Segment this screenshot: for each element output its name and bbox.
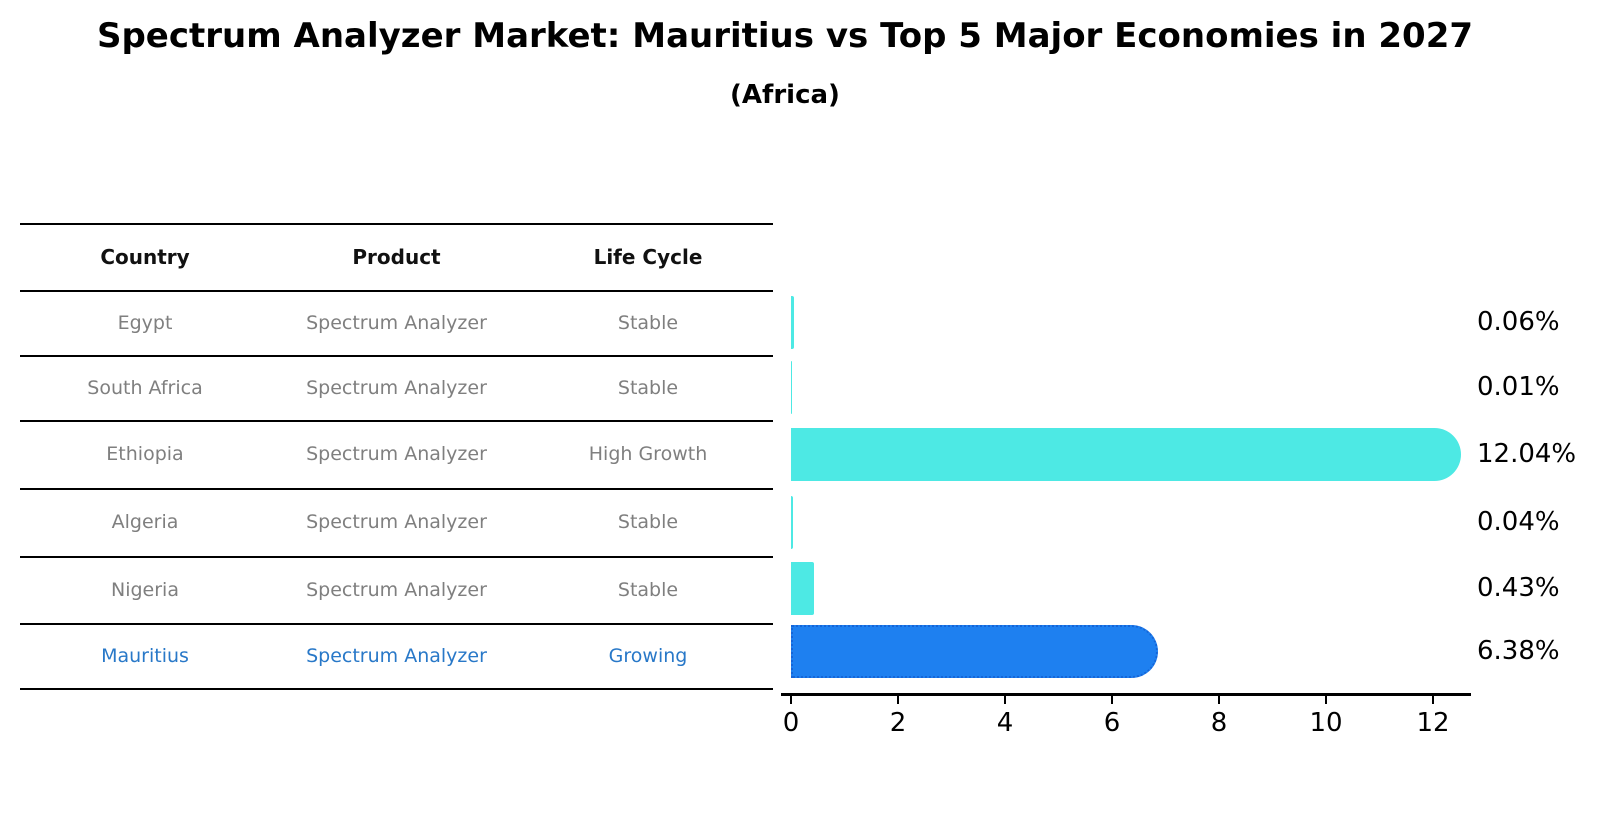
country-cell: South Africa xyxy=(87,376,203,399)
country-cell: Nigeria xyxy=(111,578,179,601)
value-label-nigeria: 0.43% xyxy=(1477,573,1560,603)
value-label-egypt: 0.06% xyxy=(1477,307,1560,337)
x-tick-label: 12 xyxy=(1416,708,1450,738)
chart-subtitle: (Africa) xyxy=(730,80,840,110)
bar-nigeria xyxy=(791,561,814,615)
table-rule xyxy=(20,556,773,558)
x-tick-label: 2 xyxy=(889,708,907,738)
product-cell: Spectrum Analyzer xyxy=(306,511,487,533)
bar-mauritius xyxy=(791,624,1159,678)
table-rule xyxy=(20,420,773,422)
table-rule xyxy=(20,355,773,357)
country-cell: Mauritius xyxy=(101,644,189,667)
product-cell: Spectrum Analyzer xyxy=(306,578,487,601)
bar-egypt xyxy=(791,295,795,349)
x-tick-label: 8 xyxy=(1210,708,1228,738)
x-tick-label: 4 xyxy=(996,708,1014,738)
table-row-mauritius-highlighted: Mauritius Spectrum Analyzer Growing xyxy=(20,623,773,688)
life-cycle-cell: Growing xyxy=(608,644,688,667)
x-axis-tick xyxy=(1325,695,1327,704)
value-label-algeria: 0.04% xyxy=(1477,507,1560,537)
life-cycle-cell: High Growth xyxy=(588,443,708,465)
product-cell: Spectrum Analyzer xyxy=(306,443,487,465)
x-tick-label: 10 xyxy=(1309,708,1343,738)
life-cycle-cell: Stable xyxy=(617,311,679,334)
col-header-country: Country xyxy=(100,244,190,269)
life-cycle-cell: Stable xyxy=(617,376,679,399)
country-cell: Ethiopia xyxy=(106,443,184,465)
table-rule xyxy=(20,688,773,690)
product-cell: Spectrum Analyzer xyxy=(306,311,487,334)
bar-south-africa xyxy=(791,360,792,414)
table-rule xyxy=(20,623,773,625)
x-axis-tick xyxy=(1218,695,1220,704)
x-tick-label: 6 xyxy=(1103,708,1121,738)
x-axis-tick xyxy=(790,695,792,704)
table-rule xyxy=(20,290,773,292)
x-axis-tick xyxy=(1432,695,1434,704)
value-label-mauritius: 6.38% xyxy=(1477,636,1560,666)
x-tick-label: 0 xyxy=(782,708,800,738)
value-label-south-africa: 0.01% xyxy=(1477,372,1560,402)
country-cell: Algeria xyxy=(111,511,179,533)
bar-ethiopia xyxy=(791,427,1462,481)
table-row-ethiopia: Ethiopia Spectrum Analyzer High Growth xyxy=(20,420,773,488)
chart-title: Spectrum Analyzer Market: Mauritius vs T… xyxy=(96,16,1474,56)
col-header-life-cycle: Life Cycle xyxy=(593,244,703,269)
x-axis-tick xyxy=(1004,695,1006,704)
table-rule xyxy=(20,223,773,225)
table-row-algeria: Algeria Spectrum Analyzer Stable xyxy=(20,488,773,556)
col-header-product: Product xyxy=(352,244,441,269)
product-cell: Spectrum Analyzer xyxy=(306,644,487,667)
product-cell: Spectrum Analyzer xyxy=(306,376,487,399)
life-cycle-cell: Stable xyxy=(617,578,679,601)
table-row-egypt: Egypt Spectrum Analyzer Stable xyxy=(20,290,773,355)
x-axis-tick xyxy=(1111,695,1113,704)
value-label-ethiopia: 12.04% xyxy=(1477,439,1577,469)
x-axis-line xyxy=(781,693,1471,696)
table-header-row: Country Product Life Cycle xyxy=(20,223,773,290)
table-rule xyxy=(20,488,773,490)
table-row-south-africa: South Africa Spectrum Analyzer Stable xyxy=(20,355,773,420)
x-axis-tick xyxy=(897,695,899,704)
country-cell: Egypt xyxy=(117,311,173,334)
life-cycle-cell: Stable xyxy=(617,511,679,533)
table-row-nigeria: Nigeria Spectrum Analyzer Stable xyxy=(20,556,773,623)
bar-algeria xyxy=(791,495,794,549)
